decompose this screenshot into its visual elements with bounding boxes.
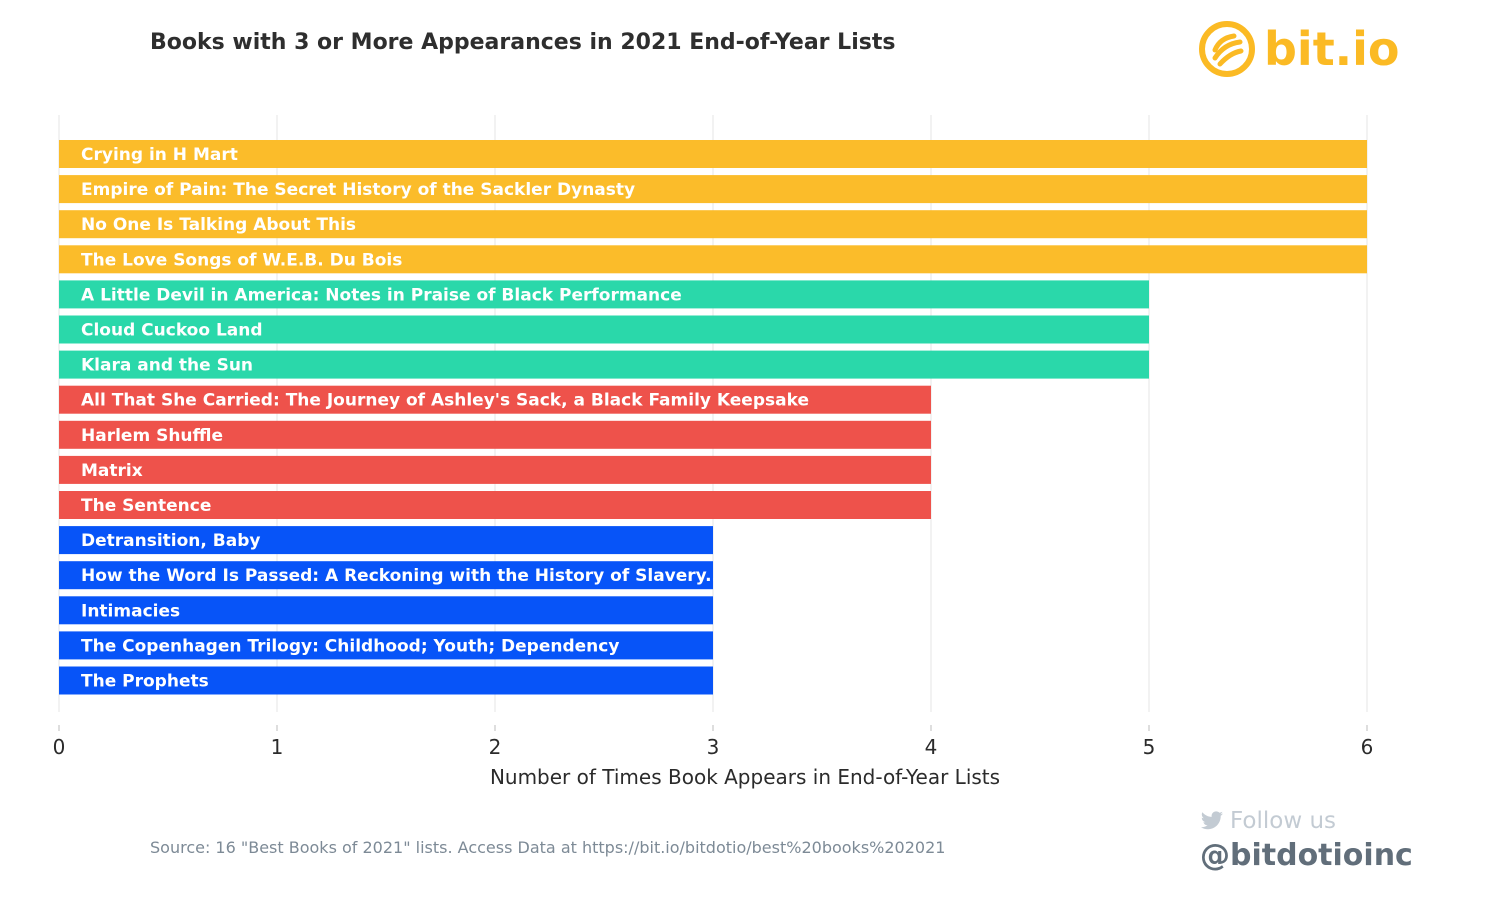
bar-label: Klara and the Sun <box>81 356 253 376</box>
bar <box>59 350 1149 379</box>
x-tick-label: 2 <box>489 735 502 759</box>
source-note: Source: 16 "Best Books of 2021" lists. A… <box>150 838 946 857</box>
x-tick-label: 0 <box>53 735 66 759</box>
x-tick-label: 1 <box>271 735 284 759</box>
bar-label: No One Is Talking About This <box>81 215 356 235</box>
bar <box>59 666 713 695</box>
bitio-logo-text: bit.io <box>1264 22 1400 76</box>
bar <box>59 245 1367 274</box>
bar <box>59 385 931 414</box>
bar-label: The Prophets <box>81 672 209 692</box>
bar-label: The Love Songs of W.E.B. Du Bois <box>81 250 402 270</box>
bar-label: Intimacies <box>81 601 180 621</box>
chart-bars <box>59 140 1367 695</box>
bar <box>59 280 1149 309</box>
bar-label: Empire of Pain: The Secret History of th… <box>81 180 635 200</box>
bar-label: The Sentence <box>81 496 211 516</box>
x-tick-label: 3 <box>707 735 720 759</box>
follow-us[interactable]: Follow us <box>1200 808 1336 834</box>
bar-label: Crying in H Mart <box>81 145 238 165</box>
x-tick-label: 6 <box>1361 735 1374 759</box>
bar <box>59 420 931 449</box>
bar <box>59 315 1149 344</box>
bar-label: Detransition, Baby <box>81 531 260 551</box>
chart-x-ticks: 0 1 2 3 4 5 6 <box>53 725 1374 759</box>
bar <box>59 175 1367 204</box>
bar <box>59 491 931 519</box>
bar-label: All That She Carried: The Journey of Ash… <box>81 391 809 411</box>
x-tick-label: 5 <box>1143 735 1156 759</box>
chart-bar-labels: Crying in H Mart Empire of Pain: The Secr… <box>81 145 809 692</box>
bar <box>59 596 713 625</box>
bar-label: Harlem Shuffle <box>81 426 223 446</box>
bitio-logo[interactable]: bit.io <box>1198 18 1400 82</box>
bar-label: A Little Devil in America: Notes in Prai… <box>81 285 682 305</box>
follow-us-label: Follow us <box>1230 808 1337 834</box>
x-tick-label: 4 <box>925 735 938 759</box>
twitter-handle[interactable]: @bitdotioinc <box>1200 838 1413 873</box>
bar-label: The Copenhagen Trilogy: Childhood; Youth… <box>81 636 619 656</box>
bar <box>59 455 931 484</box>
bar-label: How the Word Is Passed: A Reckoning with… <box>81 566 725 586</box>
chart-title: Books with 3 or More Appearances in 2021… <box>150 30 896 55</box>
bar <box>59 561 713 590</box>
twitter-icon <box>1201 811 1223 830</box>
bar <box>59 631 713 660</box>
bar <box>59 210 1367 239</box>
bar-label: Matrix <box>81 461 143 481</box>
bar <box>59 140 1367 168</box>
bar <box>59 526 713 555</box>
bitio-logo-icon <box>1199 21 1255 77</box>
x-axis-label: Number of Times Book Appears in End-of-Y… <box>490 765 1000 789</box>
bar-label: Cloud Cuckoo Land <box>81 321 263 341</box>
